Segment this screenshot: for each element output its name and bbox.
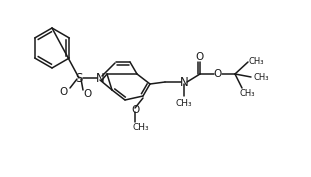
Text: CH₃: CH₃ — [133, 124, 149, 133]
Text: CH₃: CH₃ — [176, 98, 192, 107]
Text: O: O — [132, 105, 140, 115]
Text: O: O — [60, 87, 68, 97]
Text: CH₃: CH₃ — [239, 90, 255, 98]
Text: CH₃: CH₃ — [253, 73, 269, 81]
Text: N: N — [95, 72, 104, 84]
Text: CH₃: CH₃ — [248, 58, 264, 67]
Text: S: S — [75, 72, 83, 84]
Text: O: O — [214, 69, 222, 79]
Text: N: N — [180, 76, 188, 88]
Text: O: O — [196, 52, 204, 62]
Text: O: O — [83, 89, 91, 99]
